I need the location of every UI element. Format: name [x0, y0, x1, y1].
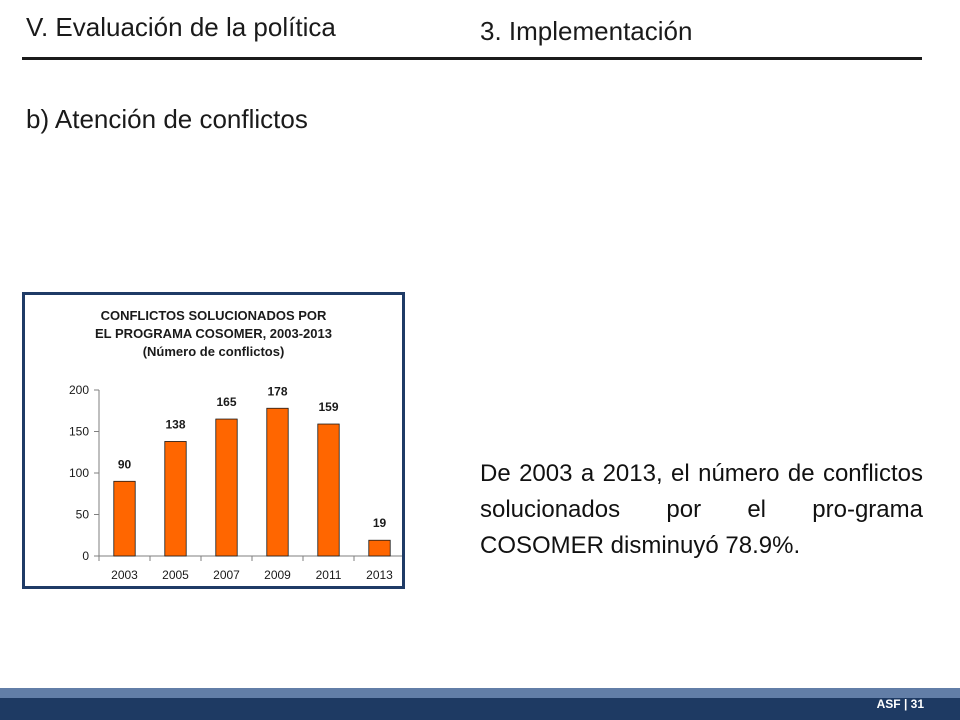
x-category-label: 2007: [213, 568, 240, 582]
bar: [266, 407, 289, 557]
bar: [317, 423, 340, 557]
x-category-label: 2005: [162, 568, 189, 582]
bar-value-label: 159: [318, 400, 338, 414]
chart-title-line-2: EL PROGRAMA COSOMER, 2003-2013: [95, 326, 332, 341]
bar-value-label: 90: [118, 457, 132, 471]
chart-title: CONFLICTOS SOLUCIONADOS POR EL PROGRAMA …: [25, 307, 402, 361]
bar-value-label: 138: [165, 417, 185, 431]
summary-paragraph: De 2003 a 2013, el número de conflictos …: [480, 460, 923, 559]
section-title: V. Evaluación de la política: [26, 12, 336, 42]
bar: [113, 480, 136, 557]
footer-page-label: ASF | 31: [876, 697, 924, 711]
x-category-label: 2013: [366, 568, 393, 582]
header-divider: [22, 57, 922, 60]
bar: [164, 441, 187, 557]
chart-title-line-1: CONFLICTOS SOLUCIONADOS POR: [100, 308, 327, 323]
bar-value-label: 178: [267, 384, 287, 398]
y-tick-label: 100: [69, 466, 89, 480]
bar: [215, 418, 238, 557]
y-tick-label: 150: [69, 425, 89, 439]
bar-value-label: 19: [373, 516, 387, 530]
bar-chart: 0 50 100 150 200 90 2003 138 2005 165 2007 178 2009 1…: [69, 383, 402, 582]
y-tick-label: 0: [82, 549, 89, 563]
x-category-label: 2011: [316, 568, 342, 582]
topic-title: 3. Implementación: [480, 16, 693, 46]
bar-value-label: 165: [216, 395, 236, 409]
footer-stripe: [0, 688, 960, 698]
chart-panel: CONFLICTOS SOLUCIONADOS POR EL PROGRAMA …: [22, 292, 405, 589]
x-category-label: 2003: [111, 568, 138, 582]
y-tick-label: 50: [76, 508, 90, 522]
page-subtitle: b) Atención de conflictos: [26, 104, 308, 134]
chart-title-line-3: (Número de conflictos): [142, 344, 285, 359]
bar: [368, 539, 391, 557]
y-tick-label: 200: [69, 383, 89, 397]
x-category-label: 2009: [264, 568, 291, 582]
